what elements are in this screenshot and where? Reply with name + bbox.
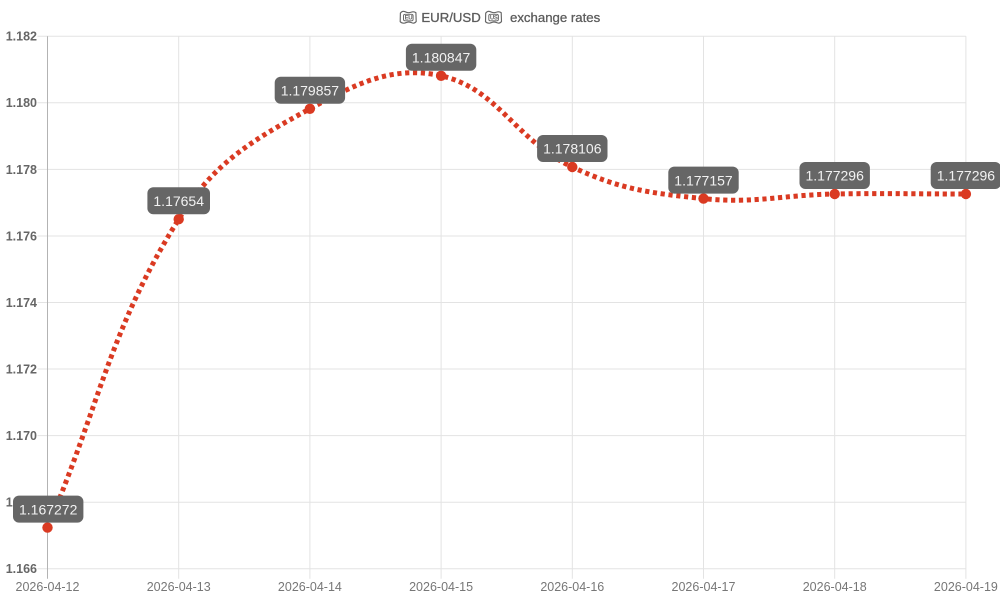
svg-text:2026-04-19: 2026-04-19 — [934, 580, 998, 594]
svg-text:1.182: 1.182 — [6, 30, 37, 44]
svg-text:EUR/USD: EUR/USD — [421, 10, 480, 25]
svg-text:1.178: 1.178 — [6, 163, 37, 177]
svg-text:2026-04-13: 2026-04-13 — [147, 580, 211, 594]
svg-text:EU: EU — [405, 16, 413, 22]
svg-text:2026-04-12: 2026-04-12 — [16, 580, 80, 594]
svg-text:US: US — [490, 16, 498, 22]
svg-text:1.177157: 1.177157 — [674, 172, 733, 188]
svg-text:1.166: 1.166 — [6, 562, 37, 576]
svg-text:1.172: 1.172 — [6, 363, 37, 377]
svg-text:1.17654: 1.17654 — [153, 193, 204, 209]
svg-text:exchange rates: exchange rates — [510, 10, 601, 25]
svg-text:1.176: 1.176 — [6, 229, 37, 243]
svg-text:1.177296: 1.177296 — [937, 168, 996, 184]
svg-text:1.177296: 1.177296 — [805, 168, 864, 184]
svg-text:2026-04-17: 2026-04-17 — [672, 580, 736, 594]
svg-text:1.178106: 1.178106 — [543, 141, 602, 157]
svg-text:1.170: 1.170 — [6, 429, 37, 443]
svg-text:1.180847: 1.180847 — [412, 50, 471, 66]
svg-text:2026-04-15: 2026-04-15 — [409, 580, 473, 594]
svg-text:2026-04-18: 2026-04-18 — [803, 580, 867, 594]
svg-text:2026-04-16: 2026-04-16 — [540, 580, 604, 594]
svg-text:1.180: 1.180 — [6, 96, 37, 110]
svg-text:2026-04-14: 2026-04-14 — [278, 580, 342, 594]
svg-text:1.174: 1.174 — [6, 296, 37, 310]
svg-text:1.167272: 1.167272 — [19, 501, 78, 517]
svg-text:1.179857: 1.179857 — [281, 83, 340, 99]
